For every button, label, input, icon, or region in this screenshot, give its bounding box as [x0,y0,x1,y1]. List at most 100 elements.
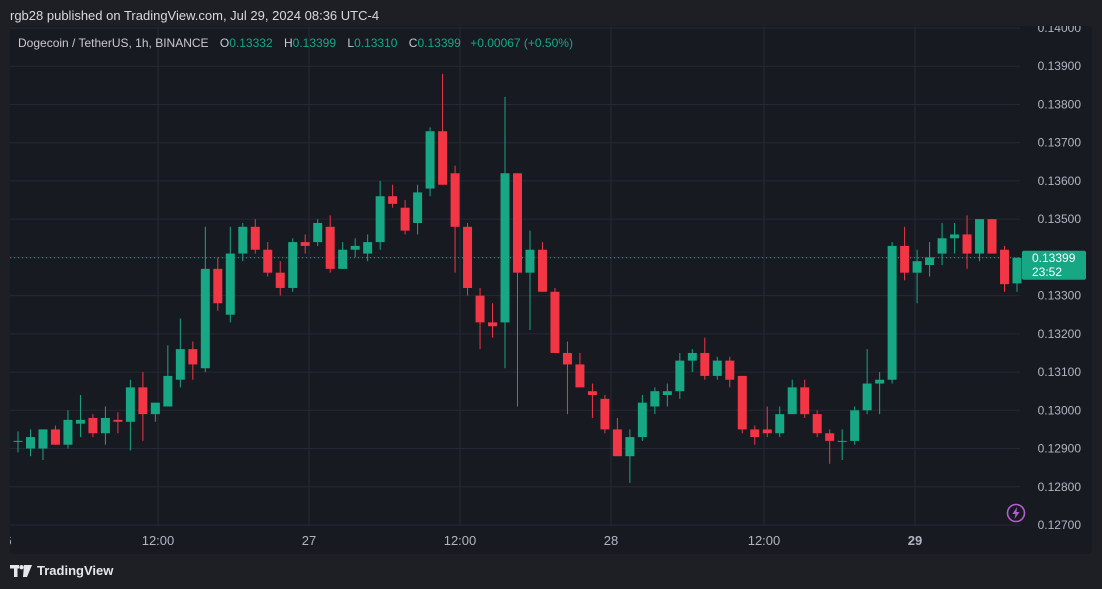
candle-body-down [600,398,610,430]
candle [737,375,747,434]
candle [550,287,560,353]
candle [75,395,85,438]
candle [188,341,198,380]
candle-body-down [900,245,910,273]
candle-body-up [175,349,185,380]
candle [438,73,448,185]
candle [662,383,672,407]
candle-body-down [300,242,310,246]
candle-body-down [750,429,760,438]
candle-body-up [712,360,722,376]
current-price-badge: 0.13399 23:52 [1022,250,1086,280]
high-value: 0.13399 [292,36,337,50]
candle-body-down [188,349,198,365]
candle-body-up [787,387,797,415]
candle-body-down [987,219,997,254]
candle [825,429,835,464]
candle-body-up [313,222,323,243]
candle [600,395,610,434]
candle [850,406,860,445]
candle [812,410,822,438]
candle-body-up [687,352,697,361]
open-key: O [219,36,230,50]
y-tick-label: 0.14000 [1038,26,1082,35]
candle [163,345,173,407]
candle-body-up [225,253,235,315]
candle-body-up [912,261,922,273]
y-tick-label: 0.13500 [1038,212,1082,226]
candle-body-up [200,268,210,369]
candle [950,222,960,254]
candle [875,372,885,415]
y-tick-label: 0.12800 [1038,480,1082,494]
candle [450,165,460,273]
candle-body-up [100,417,110,434]
candle [775,406,785,438]
y-tick-label: 0.13800 [1038,97,1082,111]
y-tick-label: 0.13700 [1038,136,1082,150]
brand-footer[interactable]: TradingView [10,563,113,578]
price-badge-value: 0.13399 [1032,251,1076,265]
candle-body-down [388,196,398,204]
candle-body-up [887,245,897,380]
candle [38,429,48,461]
candle [213,257,223,311]
candle-body-up [13,440,23,442]
candle [513,173,522,407]
candle [25,429,35,457]
candle-body-down [450,173,460,227]
price-badge-countdown: 23:52 [1032,265,1062,279]
symbol-label[interactable]: Dogecoin / TetherUS, 1h, BINANCE [18,36,209,50]
open-value: 0.13332 [229,36,273,50]
y-tick-label: 0.13100 [1038,365,1082,379]
high-key: H [283,36,293,50]
candle-body-up [238,226,248,254]
y-tick-label: 0.13300 [1038,289,1082,303]
candle-body-down [88,417,98,434]
candle-body-down [475,295,485,323]
candle [413,184,423,235]
candle [100,406,110,445]
candle-body-up [937,238,947,254]
candle [687,349,697,373]
candle-body-up [675,360,685,392]
lightning-icon[interactable] [1006,503,1026,523]
candle-body-up [950,234,960,239]
candle [1000,245,1010,292]
candle [975,219,985,262]
y-tick-label: 0.13900 [1038,59,1082,73]
candle [88,414,98,438]
close-value: 0.13399 [417,36,461,50]
y-tick-label: 0.12700 [1038,518,1082,532]
candle [238,222,248,262]
candle [725,356,735,388]
candle [700,337,710,380]
candle-body-up [837,440,847,442]
tradingview-logo-icon [10,564,32,577]
candle [987,219,997,254]
candle-body-down [562,352,572,365]
candle [63,410,73,449]
candle [650,387,660,415]
candle [575,352,585,388]
candle [500,96,510,369]
candle-body-up [925,257,935,266]
candle [175,318,185,388]
y-tick-label: 0.13600 [1038,174,1082,188]
candle [325,215,335,273]
x-tick-label: 28 [604,533,618,548]
candle-body-down [612,429,622,457]
grid-lines [10,26,1020,526]
candle [400,200,410,235]
candle [800,379,810,418]
candle [250,219,260,254]
candle [263,242,273,277]
candle-body-down [113,419,123,422]
change-value: +0.00067 (+0.50%) [470,36,573,50]
candle [275,261,285,296]
x-tick-label: 12:00 [142,533,175,548]
candle-body-up [525,249,535,273]
candle-body-down [537,249,547,292]
